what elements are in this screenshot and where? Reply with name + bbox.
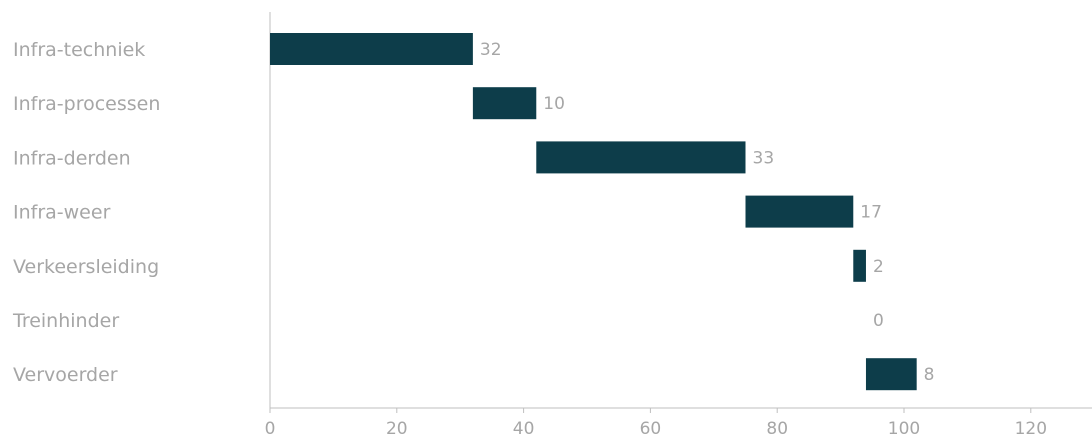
- data-label: 32: [480, 40, 502, 60]
- category-label: Infra-derden: [13, 147, 131, 169]
- x-tick-label: 20: [386, 419, 408, 439]
- category-label: Infra-processen: [13, 93, 160, 115]
- x-tick-label: 40: [513, 419, 535, 439]
- data-label: 8: [924, 365, 935, 385]
- axis-layer: 0 20 40 60 80 100 120: [265, 12, 1092, 439]
- category-label: Verkeersleiding: [13, 256, 159, 278]
- category-label: Vervoerder: [13, 364, 118, 386]
- bar: [472, 87, 537, 120]
- label-layer: Infra-techniek 32 Infra-processen 10 Infra-d…: [12, 39, 935, 386]
- category-label: Infra-weer: [13, 202, 111, 224]
- x-tick-label: 80: [766, 419, 788, 439]
- bar: [745, 195, 854, 228]
- data-label: 0: [873, 311, 884, 331]
- bar: [536, 141, 746, 174]
- bar: [853, 249, 866, 282]
- data-label: 2: [873, 257, 884, 277]
- x-tick-label: 60: [640, 419, 662, 439]
- category-label: Treinhinder: [12, 310, 119, 332]
- x-tick-label: 0: [265, 419, 276, 439]
- x-tick-label: 120: [1015, 419, 1047, 439]
- category-label: Infra-techniek: [13, 39, 145, 61]
- bar: [865, 358, 917, 391]
- x-tick-label: 100: [888, 419, 920, 439]
- bar-layer: [270, 33, 917, 391]
- data-label: 33: [753, 148, 775, 168]
- bar: [270, 33, 473, 65]
- data-label: 17: [860, 203, 882, 223]
- data-label: 10: [543, 94, 565, 114]
